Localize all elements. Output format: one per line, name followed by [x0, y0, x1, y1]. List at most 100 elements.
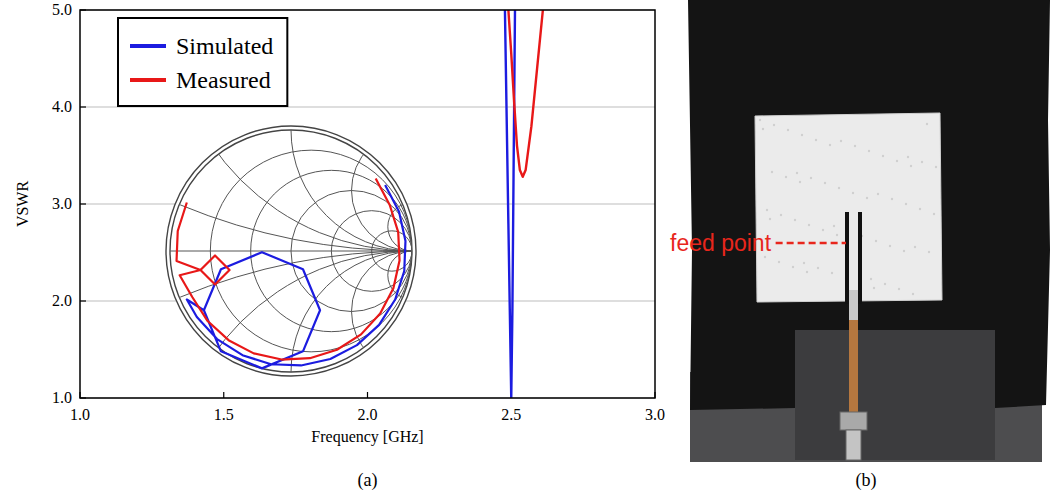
patch-texture — [873, 287, 875, 289]
patch-texture — [780, 214, 782, 216]
patch-texture — [870, 278, 872, 280]
patch-texture — [810, 177, 812, 179]
legend-box — [118, 18, 287, 106]
patch-texture — [884, 283, 886, 285]
patch-texture — [766, 209, 768, 211]
slot — [858, 212, 862, 304]
patch-texture — [794, 219, 796, 221]
patch-texture — [771, 171, 773, 173]
patch-texture — [898, 288, 900, 290]
x-tick-label: 2.5 — [501, 406, 521, 423]
feed-point-label: feed point — [670, 230, 772, 256]
patch-texture — [896, 160, 898, 162]
x-tick-label: 3.0 — [645, 406, 665, 423]
smith-reactance-arc — [291, 251, 533, 493]
patch-texture — [836, 234, 838, 236]
y-tick-label: 3.0 — [52, 195, 72, 212]
feed-tab — [849, 290, 858, 320]
smith-real-axis — [170, 251, 412, 252]
patch-texture — [833, 225, 835, 227]
patch-texture — [796, 172, 798, 174]
smith-reactance-arc — [352, 130, 473, 251]
patch-texture — [868, 150, 870, 152]
feed-point-leader — [776, 242, 846, 245]
patch-texture — [907, 156, 909, 158]
patch-texture — [877, 193, 879, 195]
patch-texture — [838, 187, 840, 189]
plot-frame — [80, 10, 655, 398]
patch-texture — [803, 262, 805, 264]
patch-texture — [866, 197, 868, 199]
vswr-line — [508, 10, 543, 177]
patch-texture — [815, 139, 817, 141]
vswr-line — [505, 10, 515, 398]
smith-locus — [177, 178, 400, 359]
feed-line — [849, 290, 858, 412]
patch-texture — [787, 129, 789, 131]
patch-texture — [759, 119, 761, 121]
x-axis-title: Frequency [GHz] — [311, 428, 423, 446]
patch-texture — [817, 267, 819, 269]
x-tick-label: 1.0 — [70, 406, 90, 423]
patch-texture — [799, 181, 801, 183]
smith-outer-ring — [166, 126, 416, 376]
patch-texture — [933, 213, 935, 215]
patch-texture — [808, 224, 810, 226]
patch-texture — [921, 161, 923, 163]
smith-reactance-arc — [388, 251, 436, 299]
patch-texture — [910, 165, 912, 167]
patch-texture — [875, 240, 877, 242]
y-tick-label: 5.0 — [52, 1, 72, 18]
patch-texture — [822, 229, 824, 231]
patch-texture — [905, 203, 907, 205]
patch-texture — [773, 124, 775, 126]
patch-texture — [778, 261, 780, 263]
patch-texture — [829, 144, 831, 146]
smith-boundary — [170, 130, 412, 372]
patch-texture — [792, 266, 794, 268]
smith-reactance-arc — [170, 251, 654, 495]
patch-texture — [785, 176, 787, 178]
patch-texture — [926, 123, 928, 125]
x-tick-label: 2.0 — [358, 406, 378, 423]
patch-texture — [928, 251, 930, 253]
legend-label: Measured — [176, 67, 271, 93]
y-tick — [80, 203, 86, 204]
patch-texture — [882, 155, 884, 157]
panel-label: (a) — [358, 470, 378, 491]
patch-texture — [762, 128, 764, 130]
plot-background — [80, 10, 655, 398]
legend-label: Simulated — [176, 33, 273, 59]
y-tick-label: 4.0 — [52, 98, 72, 115]
figure: 1.0 2.0 3.0 4.0 5.0 1.0 1.5 2.0 2.5 3.0 Frequency … — [0, 0, 1052, 495]
y-tick-label: 2.0 — [52, 292, 72, 309]
patch-texture — [840, 140, 842, 142]
patch-texture — [769, 218, 771, 220]
y-tick-label: 1.0 — [52, 389, 72, 406]
patch-texture — [891, 198, 893, 200]
smith-reactance-arc — [170, 0, 654, 251]
y-tick — [80, 106, 86, 107]
legend-swatch — [130, 44, 166, 48]
patch-texture — [852, 192, 854, 194]
patch-texture — [764, 256, 766, 258]
patch-texture — [831, 272, 833, 274]
patch-texture — [824, 182, 826, 184]
x-tick-label: 1.5 — [214, 406, 234, 423]
patch-texture — [889, 245, 891, 247]
patch-texture — [801, 134, 803, 136]
x-tick — [223, 392, 224, 398]
patch-texture — [903, 250, 905, 252]
data-lines — [505, 10, 543, 398]
patch-texture — [935, 166, 937, 168]
slot — [845, 212, 849, 304]
patch-texture — [914, 246, 916, 248]
patch-texture — [854, 145, 856, 147]
connector-body — [846, 430, 861, 460]
ground-plane — [795, 330, 995, 460]
smith-reactance-arc — [291, 9, 533, 251]
smith-locus — [187, 185, 406, 368]
y-tick — [80, 300, 86, 301]
connector-flange — [840, 412, 867, 430]
patch-texture — [806, 271, 808, 273]
